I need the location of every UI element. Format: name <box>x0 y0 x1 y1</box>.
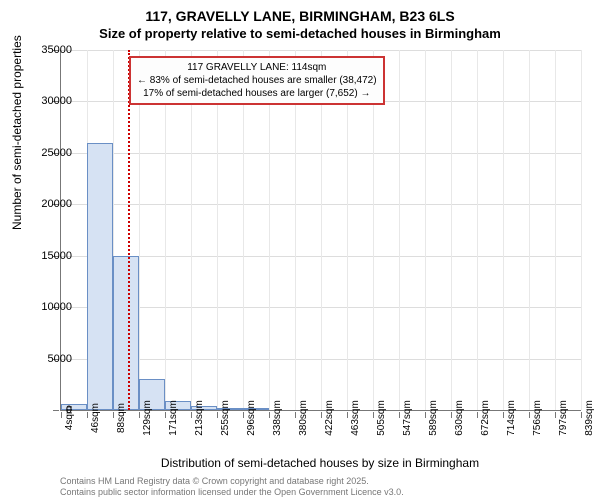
gridline-v <box>503 50 504 410</box>
x-tick-label: 129sqm <box>142 400 153 436</box>
y-tick-label: 20000 <box>41 198 72 210</box>
x-tick <box>87 412 88 418</box>
x-tick-label: 422sqm <box>324 400 335 436</box>
x-tick-label: 505sqm <box>376 400 387 436</box>
x-tick-label: 296sqm <box>246 400 257 436</box>
x-tick-label: 589sqm <box>428 400 439 436</box>
y-tick-label: 15000 <box>41 250 72 262</box>
x-tick <box>347 412 348 418</box>
x-tick <box>425 412 426 418</box>
gridline-v <box>555 50 556 410</box>
x-tick-label: 46sqm <box>90 403 101 433</box>
x-tick-label: 171sqm <box>168 400 179 436</box>
x-tick-label: 338sqm <box>272 400 283 436</box>
chart-container: 117, GRAVELLY LANE, BIRMINGHAM, B23 6LS … <box>0 0 600 500</box>
x-tick-label: 4sqm <box>64 406 75 430</box>
gridline-v <box>425 50 426 410</box>
x-tick-label: 672sqm <box>480 400 491 436</box>
x-tick <box>61 412 62 418</box>
y-tick-label: 10000 <box>41 301 72 313</box>
gridline-v <box>451 50 452 410</box>
y-tick-label: 5000 <box>48 353 72 365</box>
y-tick-label: 35000 <box>41 44 72 56</box>
x-tick-label: 839sqm <box>584 400 595 436</box>
x-tick-label: 547sqm <box>402 400 413 436</box>
y-axis-title: Number of semi-detached properties <box>10 35 24 230</box>
x-tick <box>581 412 582 418</box>
gridline-v <box>477 50 478 410</box>
x-tick-label: 380sqm <box>298 400 309 436</box>
x-tick <box>399 412 400 418</box>
histogram-bar <box>87 143 113 410</box>
annotation-box: 117 GRAVELLY LANE: 114sqm← 83% of semi-d… <box>129 56 385 105</box>
x-tick-label: 797sqm <box>558 400 569 436</box>
x-axis-title: Distribution of semi-detached houses by … <box>60 456 580 470</box>
x-tick <box>373 412 374 418</box>
footer-line2: Contains public sector information licen… <box>60 487 404 497</box>
annotation-line: 117 GRAVELLY LANE: 114sqm <box>137 61 377 74</box>
chart-title-line1: 117, GRAVELLY LANE, BIRMINGHAM, B23 6LS <box>0 0 600 24</box>
x-tick <box>477 412 478 418</box>
annotation-line: ← 83% of semi-detached houses are smalle… <box>137 74 377 87</box>
x-tick <box>139 412 140 418</box>
x-tick <box>451 412 452 418</box>
x-tick <box>529 412 530 418</box>
x-tick <box>217 412 218 418</box>
gridline-v <box>529 50 530 410</box>
gridline-v <box>399 50 400 410</box>
gridline-v <box>581 50 582 410</box>
x-tick <box>269 412 270 418</box>
x-tick <box>113 412 114 418</box>
x-tick-label: 714sqm <box>506 400 517 436</box>
x-tick-label: 463sqm <box>350 400 361 436</box>
annotation-line: 17% of semi-detached houses are larger (… <box>137 87 377 100</box>
x-tick-label: 213sqm <box>194 400 205 436</box>
histogram-bar <box>113 256 139 410</box>
y-tick <box>53 410 59 411</box>
x-tick <box>243 412 244 418</box>
x-tick <box>191 412 192 418</box>
footer-line1: Contains HM Land Registry data © Crown c… <box>60 476 369 486</box>
x-tick-label: 756sqm <box>532 400 543 436</box>
x-tick <box>503 412 504 418</box>
x-tick <box>295 412 296 418</box>
chart-title-line2: Size of property relative to semi-detach… <box>0 26 600 41</box>
x-tick <box>165 412 166 418</box>
x-tick-label: 630sqm <box>454 400 465 436</box>
y-tick-label: 25000 <box>41 147 72 159</box>
plot-area: 117 GRAVELLY LANE: 114sqm← 83% of semi-d… <box>60 50 581 411</box>
x-tick-label: 88sqm <box>116 403 127 433</box>
x-tick-label: 255sqm <box>220 400 231 436</box>
x-tick <box>555 412 556 418</box>
y-tick-label: 30000 <box>41 95 72 107</box>
x-tick <box>321 412 322 418</box>
